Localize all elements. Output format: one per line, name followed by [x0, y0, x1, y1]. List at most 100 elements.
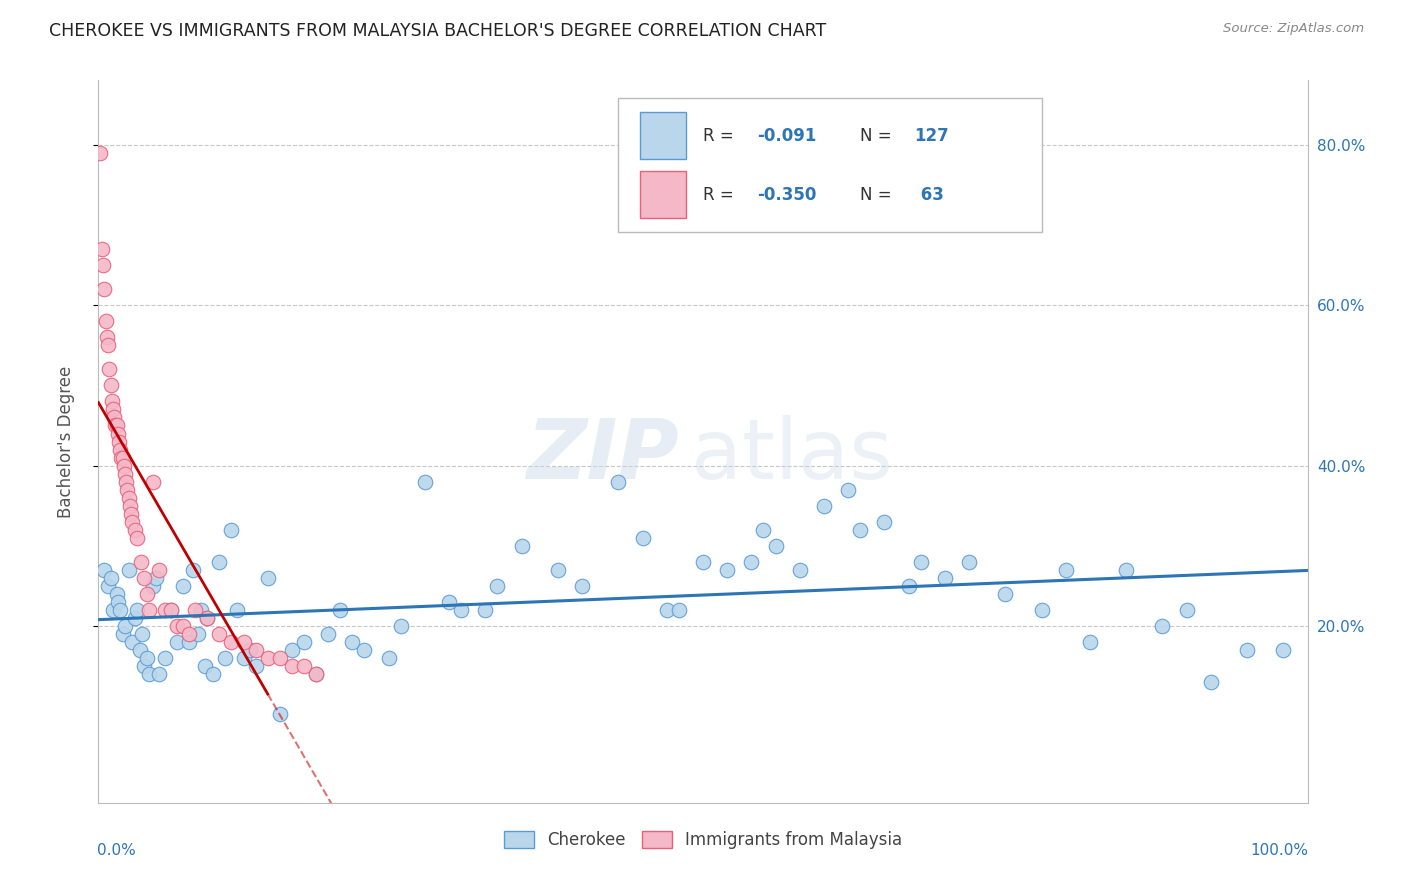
Point [142, 579, 165, 593]
Point [194, 659, 217, 673]
Point [135, 587, 157, 601]
Point [118, 563, 141, 577]
Point [292, 659, 315, 673]
Point [377, 651, 399, 665]
Point [160, 603, 183, 617]
Point [190, 603, 212, 617]
Text: -0.091: -0.091 [758, 127, 817, 145]
Point [1272, 643, 1295, 657]
Point [153, 651, 176, 665]
Point [100, 571, 122, 585]
Point [108, 442, 131, 457]
Point [510, 539, 533, 553]
Point [849, 523, 872, 537]
Point [269, 651, 291, 665]
Point [245, 643, 267, 657]
Point [897, 579, 920, 593]
Point [752, 523, 775, 537]
Point [124, 611, 146, 625]
Point [245, 659, 267, 673]
Point [124, 523, 146, 537]
Text: -0.350: -0.350 [758, 186, 817, 203]
Point [104, 418, 127, 433]
Text: 127: 127 [915, 127, 949, 145]
Point [692, 555, 714, 569]
Point [789, 563, 811, 577]
Point [114, 619, 136, 633]
Point [437, 595, 460, 609]
Point [910, 555, 932, 569]
Point [450, 603, 472, 617]
Point [148, 667, 170, 681]
Point [110, 450, 132, 465]
Text: 100.0%: 100.0% [1251, 843, 1309, 857]
Point [208, 627, 231, 641]
FancyBboxPatch shape [640, 112, 686, 160]
Point [837, 483, 859, 497]
Point [269, 707, 291, 722]
Point [934, 571, 956, 585]
Text: CHEROKEE VS IMMIGRANTS FROM MALAYSIA BACHELOR'S DEGREE CORRELATION CHART: CHEROKEE VS IMMIGRANTS FROM MALAYSIA BAC… [49, 22, 827, 40]
Point [115, 475, 138, 489]
Point [121, 515, 143, 529]
Point [221, 635, 243, 649]
Text: ZIP: ZIP [526, 416, 679, 497]
Point [94, 314, 117, 328]
Point [1152, 619, 1174, 633]
Point [148, 563, 170, 577]
Point [305, 667, 328, 681]
Point [117, 483, 139, 497]
Text: R =: R = [703, 186, 740, 203]
Point [91, 242, 114, 256]
Point [105, 587, 128, 601]
Point [547, 563, 569, 577]
Point [571, 579, 593, 593]
Point [256, 651, 278, 665]
Point [1078, 635, 1101, 649]
Point [120, 507, 142, 521]
Point [1054, 563, 1077, 577]
Point [111, 627, 134, 641]
Legend: Cherokee, Immigrants from Malaysia: Cherokee, Immigrants from Malaysia [496, 824, 910, 856]
Point [172, 619, 194, 633]
Point [142, 475, 165, 489]
FancyBboxPatch shape [640, 171, 686, 218]
Point [138, 667, 160, 681]
Point [101, 603, 124, 617]
Point [111, 450, 134, 465]
Point [93, 563, 115, 577]
Point [873, 515, 896, 529]
Point [134, 571, 156, 585]
Point [96, 330, 118, 344]
Point [292, 635, 315, 649]
Point [281, 643, 304, 657]
Point [145, 571, 167, 585]
Point [232, 635, 254, 649]
Point [129, 555, 152, 569]
Point [131, 627, 153, 641]
Point [93, 282, 115, 296]
Point [994, 587, 1017, 601]
Point [316, 627, 339, 641]
Point [226, 603, 249, 617]
Point [607, 475, 630, 489]
Point [107, 426, 129, 441]
Point [128, 643, 150, 657]
Point [668, 603, 690, 617]
Point [100, 394, 122, 409]
Text: R =: R = [703, 127, 740, 145]
Point [118, 499, 141, 513]
Text: atlas: atlas [690, 416, 893, 497]
Point [108, 603, 131, 617]
Point [103, 410, 125, 425]
Point [740, 555, 762, 569]
Point [765, 539, 787, 553]
Point [112, 458, 135, 473]
Text: 0.0%: 0.0% [97, 843, 136, 857]
Point [305, 667, 328, 681]
Point [121, 635, 143, 649]
Point [166, 635, 188, 649]
Point [118, 491, 141, 505]
Point [631, 531, 654, 545]
Point [1115, 563, 1137, 577]
